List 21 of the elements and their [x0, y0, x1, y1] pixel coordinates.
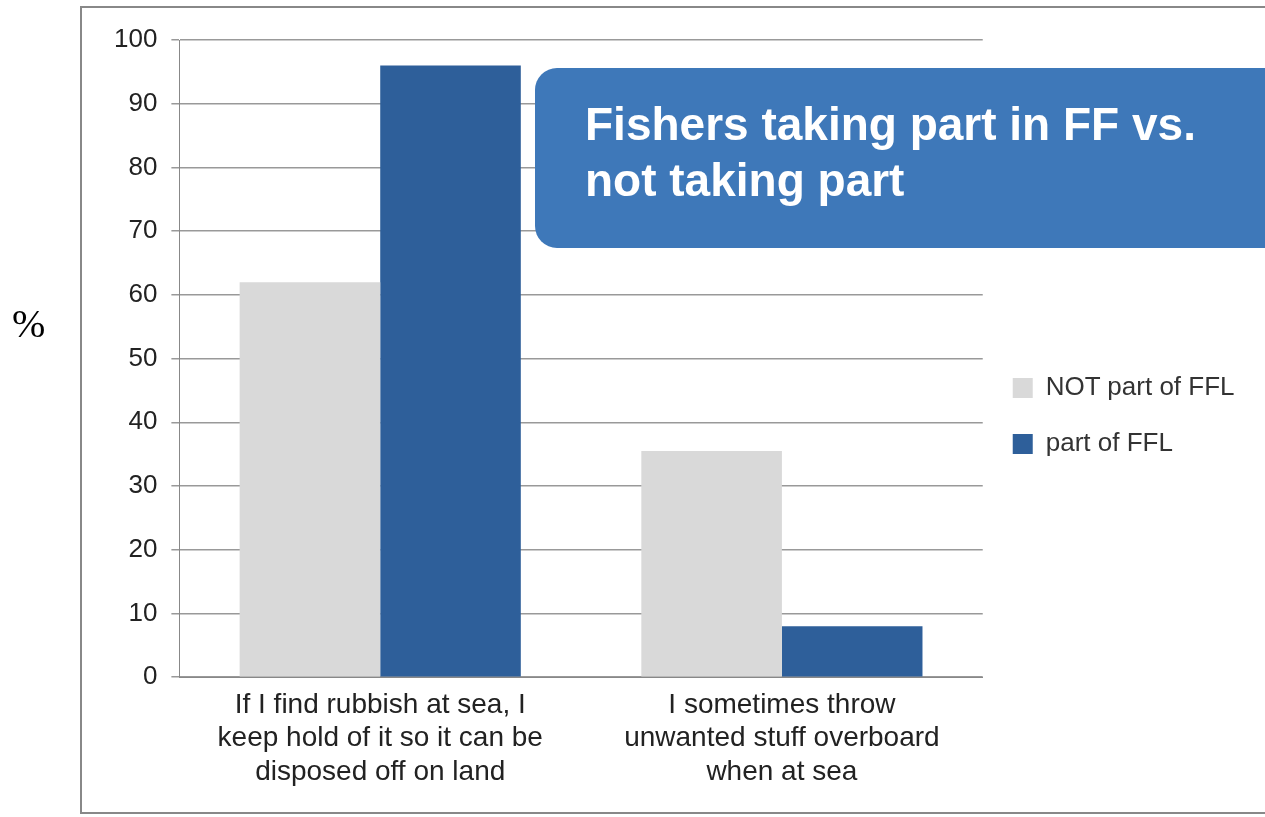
y-tick-label: 90 [128, 86, 158, 117]
legend-label: NOT part of FFL [1045, 371, 1235, 402]
legend-label: part of FFL [1045, 427, 1173, 458]
x-tick-label: If I find rubbish at sea, I keep hold of it so it can be disposed off on land [217, 687, 543, 786]
y-tick-label: 100 [113, 23, 158, 54]
y-tick-label: 20 [128, 532, 158, 563]
y-tick-label: 0 [142, 660, 158, 691]
bar [781, 626, 923, 677]
y-tick-label: 80 [128, 150, 158, 181]
y-tick-label: 40 [128, 405, 158, 436]
bar [641, 450, 782, 677]
y-tick-label: 70 [128, 214, 158, 245]
y-tick-label: 60 [128, 278, 158, 309]
bar [239, 282, 381, 677]
y-tick-label: 30 [128, 469, 158, 500]
y-tick-label: 10 [128, 596, 158, 627]
y-axis-title: % [12, 300, 46, 347]
bar [380, 65, 521, 677]
text: Fishers taking part in FF vs. not taking part [535, 68, 1265, 248]
y-tick-label: 50 [128, 341, 158, 372]
x-tick-label: I sometimes throw unwanted stuff overboard when at sea [624, 687, 940, 786]
